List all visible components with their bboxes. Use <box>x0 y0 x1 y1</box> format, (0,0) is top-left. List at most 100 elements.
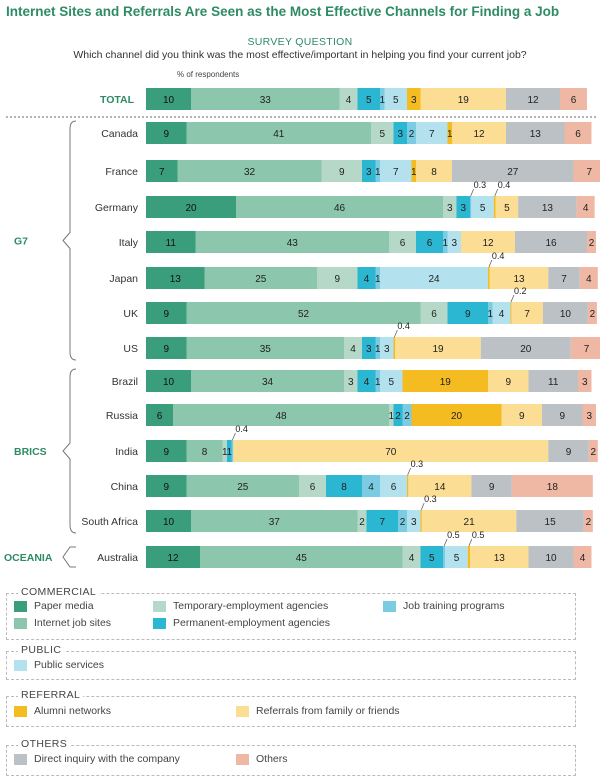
data-label: 9 <box>163 309 169 320</box>
bar-segment-temp <box>222 440 227 462</box>
data-label: 10 <box>163 517 175 528</box>
bar-segment-training <box>362 475 380 497</box>
bar-segment-paper <box>146 370 191 392</box>
data-label: 9 <box>163 482 169 493</box>
bar-segment-direct <box>518 196 577 218</box>
data-label: 4 <box>586 274 592 285</box>
bar-segment-others <box>582 404 596 426</box>
bar-segment-paper <box>146 88 191 110</box>
bar-segment-permanent <box>420 546 443 568</box>
data-label: 21 <box>464 517 476 528</box>
bar-segment-training <box>443 231 448 253</box>
bar-segment-family <box>452 122 506 144</box>
bar-segment-training <box>470 196 472 218</box>
legend-label: Direct inquiry with the company <box>34 753 180 765</box>
bar-segment-family <box>408 475 472 497</box>
bar-segment-alumni <box>402 370 488 392</box>
bar-segment-training <box>402 404 412 426</box>
legend-swatch-alumni <box>14 706 27 717</box>
data-label: 9 <box>505 377 511 388</box>
data-label: 11 <box>166 238 177 249</box>
data-label: 3 <box>451 238 457 249</box>
legend-label: Paper media <box>34 600 94 612</box>
legend-swatch-paper <box>14 601 27 612</box>
legend-label: Referrals from family or friends <box>256 705 400 717</box>
bar-segment-permanent <box>357 88 380 110</box>
data-label: 7 <box>561 274 567 285</box>
data-label: 5 <box>393 95 399 106</box>
bar-segment-alumni <box>420 510 422 532</box>
data-label: 9 <box>163 447 169 458</box>
data-label: 70 <box>385 447 397 458</box>
data-label: 9 <box>334 274 340 285</box>
bar-segment-temp <box>344 337 362 359</box>
data-label: 20 <box>520 344 532 355</box>
data-label: 6 <box>310 482 316 493</box>
group-bracket <box>62 120 77 361</box>
bar-segment-others <box>570 337 600 359</box>
bar-segment-temp <box>389 231 416 253</box>
bar-segment-paper <box>146 546 200 568</box>
data-label: 5 <box>429 553 435 564</box>
legend-label: Permanent-employment agencies <box>173 617 330 629</box>
row-label: Japan <box>109 273 138 285</box>
data-label: 12 <box>167 553 179 564</box>
data-label: 1 <box>411 167 417 178</box>
bar-segment-public <box>492 302 511 324</box>
data-label: 8 <box>431 167 437 178</box>
legend-swatch-others <box>236 754 249 765</box>
data-label: 5 <box>454 553 460 564</box>
data-label: 10 <box>163 95 175 106</box>
data-label: 6 <box>391 482 397 493</box>
data-label: 7 <box>586 167 592 178</box>
data-label: 6 <box>571 95 577 106</box>
data-label: 4 <box>364 377 370 388</box>
bar-segment-temp <box>344 370 358 392</box>
bar-segment-paper <box>146 267 205 289</box>
data-label: 1 <box>487 309 493 320</box>
survey-question: Which channel did you think was the most… <box>73 49 527 61</box>
data-label: 9 <box>559 411 565 422</box>
bar-segment-others <box>583 510 593 532</box>
data-label: 6 <box>575 129 581 140</box>
legend-group-title: COMMERCIAL <box>18 586 100 598</box>
legend-group-title: PUBLIC <box>18 644 65 656</box>
bar-segment-public <box>445 546 468 568</box>
bar-segment-permanent <box>393 122 407 144</box>
bar-segment-internet <box>186 337 344 359</box>
data-label: 2 <box>395 411 401 422</box>
data-label: 6 <box>427 238 433 249</box>
legend-group-title: REFERRAL <box>18 689 84 701</box>
unit-label: % of respondents <box>177 70 240 79</box>
group-label: OCEANIA <box>4 552 53 564</box>
data-label: 4 <box>499 309 505 320</box>
bar-segment-others <box>560 88 587 110</box>
data-label: 3 <box>460 203 466 214</box>
legend-group <box>6 745 576 776</box>
data-label: 3 <box>447 203 453 214</box>
bar-segment-direct <box>542 302 588 324</box>
bar-segment-direct <box>548 267 580 289</box>
bar-segment-internet <box>186 440 223 462</box>
legend-swatch-permanent <box>153 618 166 629</box>
bar-segment-others <box>564 122 592 144</box>
data-label: 0.3 <box>424 494 437 504</box>
bar-segment-public <box>380 267 488 289</box>
bar-segment-others <box>511 475 593 497</box>
bar-segment-internet <box>186 302 421 324</box>
data-label: 9 <box>566 447 572 458</box>
bar-segment-internet <box>191 88 340 110</box>
bar-segment-family <box>416 160 452 182</box>
bar-segment-internet <box>191 510 358 532</box>
data-label: 3 <box>582 377 588 388</box>
data-label: 0.3 <box>411 459 424 469</box>
bar-segment-training <box>380 88 385 110</box>
row-label: UK <box>123 308 138 320</box>
data-label: 19 <box>458 95 470 106</box>
group-label: BRICS <box>14 446 47 458</box>
bar-segment-public <box>380 160 412 182</box>
bar-segment-public <box>380 337 394 359</box>
data-label: 9 <box>489 482 495 493</box>
bar-segment-temp <box>371 122 394 144</box>
data-label: 20 <box>185 203 197 214</box>
